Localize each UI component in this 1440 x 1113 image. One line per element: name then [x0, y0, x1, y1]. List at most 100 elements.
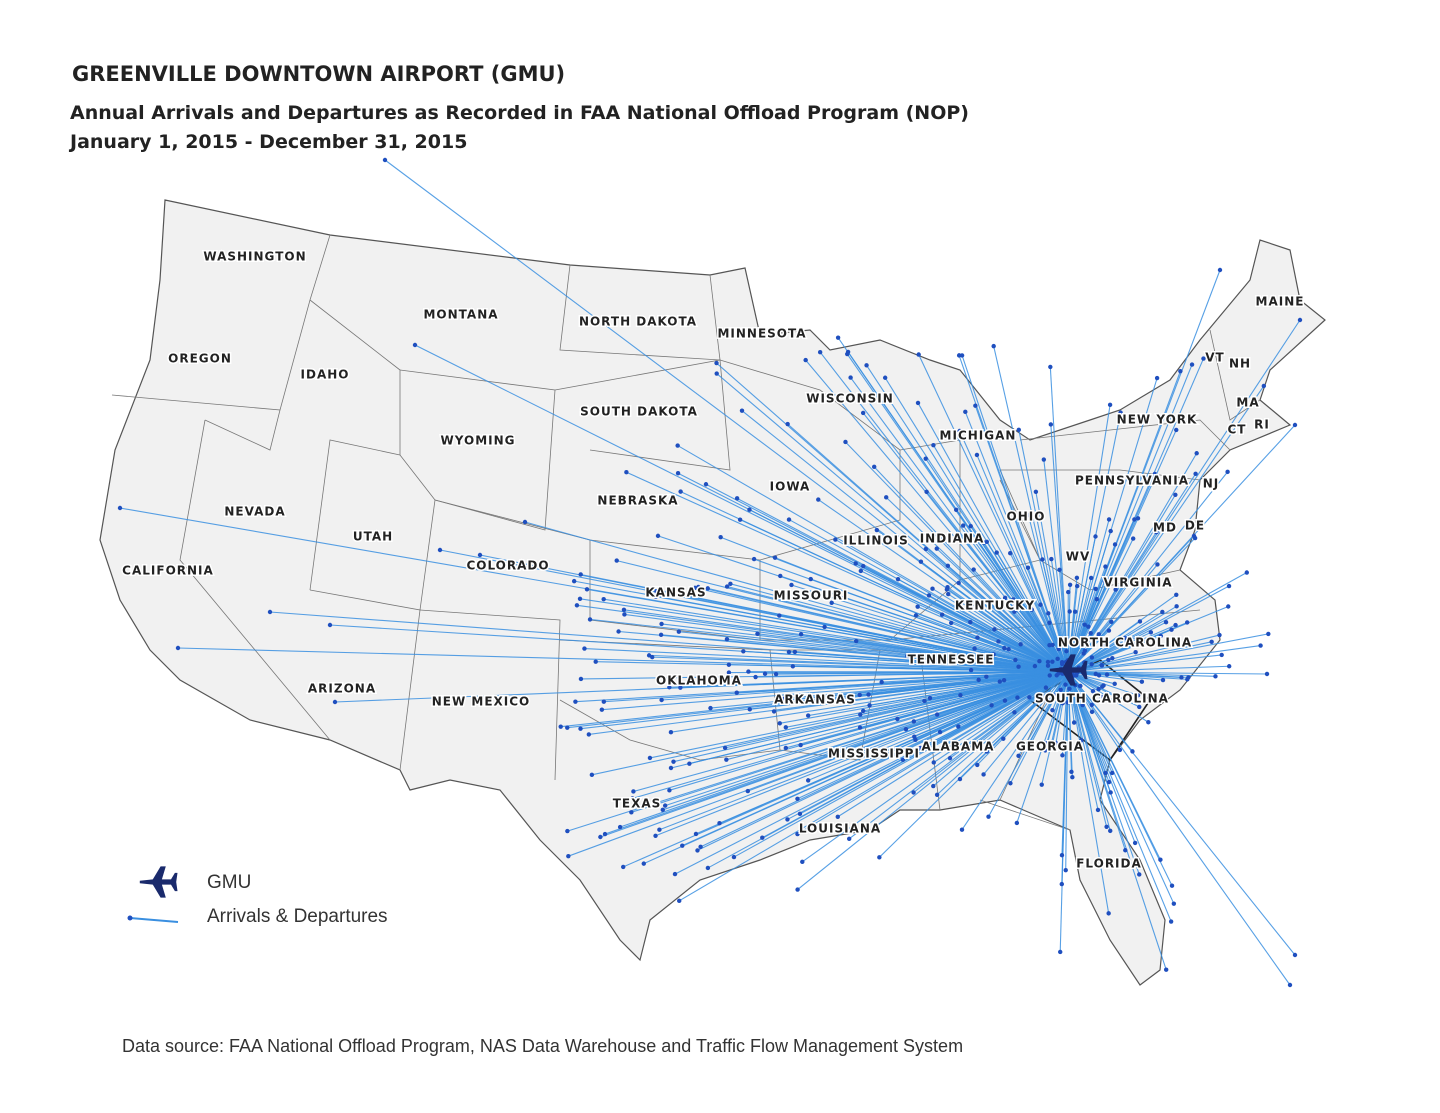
airport-dot: [1106, 657, 1111, 663]
airport-dot: [1048, 422, 1054, 427]
airport-dot: [846, 836, 852, 841]
route: [1067, 473, 1197, 673]
airport-dot: [877, 855, 882, 860]
airport-dot: [934, 712, 940, 717]
airport-dot: [924, 489, 929, 495]
airport-dot: [1044, 741, 1049, 746]
airport-dot: [947, 755, 953, 761]
route: [765, 671, 1069, 675]
airport-dot: [1137, 872, 1142, 877]
route: [884, 377, 1069, 673]
airport-dot: [797, 811, 803, 817]
airport-dot: [1154, 529, 1159, 535]
airport-dot: [1160, 609, 1165, 615]
airport-dot: [1174, 604, 1179, 609]
airport-dot: [783, 725, 789, 730]
airport-dot: [1110, 655, 1115, 661]
state-label: MA: [1236, 396, 1259, 410]
airport-dot: [617, 824, 623, 830]
airport-dot: [986, 814, 991, 819]
route: [1067, 519, 1110, 673]
airport-dot: [587, 617, 593, 622]
route: [586, 588, 1069, 673]
airport-dot: [1047, 673, 1052, 678]
state-label: IDAHO: [301, 368, 350, 382]
state-label: MISSISSIPPI: [828, 747, 920, 761]
airport-dot: [1063, 867, 1068, 873]
airport-dot: [968, 667, 974, 673]
airport-dot: [1292, 952, 1298, 958]
airport-dot: [599, 707, 605, 712]
airport-dot: [1135, 693, 1141, 698]
airport-dot: [1193, 471, 1198, 476]
airport-dot: [1155, 562, 1160, 567]
airport-dot: [1008, 551, 1013, 556]
airport-dot: [1093, 534, 1098, 539]
airport-dot: [903, 727, 909, 732]
airport-dot: [1112, 542, 1118, 547]
airport-dot: [658, 632, 664, 637]
airport-dot: [1185, 677, 1190, 682]
airport-dot: [1058, 687, 1063, 692]
airport-dot: [1266, 631, 1271, 637]
airport-dot: [1148, 630, 1154, 635]
route: [1067, 630, 1110, 673]
airport-dot: [382, 157, 388, 163]
airport-dot: [117, 505, 123, 511]
route: [807, 671, 1069, 781]
airport-dot: [957, 428, 962, 434]
legend-plane-icon: [139, 866, 178, 898]
route: [785, 671, 1069, 728]
route: [1067, 671, 1110, 783]
airport-dot: [1174, 427, 1179, 433]
state-label: GEORGIA: [1016, 740, 1084, 754]
airport-dot: [746, 669, 751, 674]
airport-dot: [805, 713, 811, 718]
route: [848, 671, 1069, 840]
airport-dot: [728, 581, 733, 587]
airport-dot: [695, 848, 700, 853]
state-label: ARKANSAS: [774, 693, 856, 707]
airport-dot: [915, 400, 921, 406]
airport-dot: [1094, 597, 1100, 602]
airport-dot: [573, 699, 578, 704]
airport-dot: [601, 596, 606, 602]
airport-dot: [913, 613, 919, 618]
airport-dot: [624, 469, 629, 475]
route: [1067, 645, 1261, 673]
route: [936, 671, 1069, 796]
state-label: MISSOURI: [774, 589, 849, 603]
airport-dot: [1049, 556, 1054, 562]
airport-dot: [911, 790, 916, 795]
airport-dot: [923, 546, 929, 552]
airport-dot: [1130, 536, 1136, 541]
airport-dot: [991, 652, 996, 657]
airport-dot: [1067, 686, 1072, 692]
airport-dot: [1002, 595, 1008, 601]
airport-dot: [586, 732, 592, 737]
airport-dot: [1075, 583, 1080, 589]
route: [1067, 671, 1126, 851]
airport-dot: [786, 517, 792, 522]
airport-dot: [660, 807, 665, 813]
airport-dot: [1001, 736, 1006, 741]
airport-dot: [629, 810, 634, 815]
airport-dot: [1046, 611, 1051, 616]
airport-dot: [1071, 720, 1077, 725]
airport-dot: [1191, 533, 1197, 539]
airport-dot: [760, 835, 765, 840]
airport-dot: [1108, 828, 1113, 834]
state-label: KENTUCKY: [955, 599, 1035, 613]
airport-dot: [1173, 492, 1178, 498]
airport-dot: [772, 555, 778, 560]
airport-dot: [874, 527, 880, 533]
airport-dot: [1016, 664, 1021, 669]
route: [669, 671, 1069, 791]
route: [749, 509, 1069, 673]
airport-dot: [659, 621, 664, 627]
airport-dot: [1174, 592, 1179, 597]
airport-dot: [630, 796, 635, 801]
airport-dot: [1055, 656, 1060, 662]
airport-dot: [705, 865, 711, 871]
